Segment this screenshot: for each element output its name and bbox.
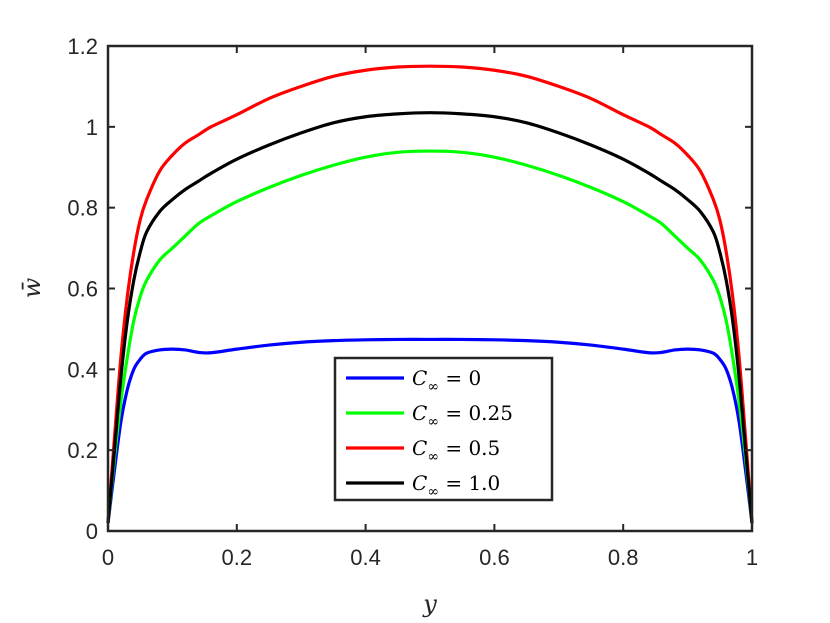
x-axis-ticks: 0 0.2 0.4 0.6 0.8 1 [102,46,758,570]
y-tick-label: 0.2 [67,438,98,463]
y-tick-label: 1 [86,115,98,140]
series-line-0 [106,337,754,524]
x-tick-label: 0 [102,545,114,570]
legend-label: C∞ = 0.5 [412,436,500,465]
legend-box [333,356,554,502]
y-axis-ticks: 0 0.2 0.4 0.6 0.8 1 1.2 [67,34,752,544]
x-tick-label: 0.2 [222,545,253,570]
x-tick-label: 0.4 [350,545,381,570]
y-tick-label: 0.4 [67,357,98,382]
series-line-1 [106,149,754,524]
series-line-3 [106,111,754,524]
x-tick-label: 0.6 [479,545,510,570]
legend-label: C∞ = 0 [412,366,481,395]
y-tick-label: 1.2 [67,34,98,59]
x-tick-label: 0.8 [608,545,639,570]
curves-group [106,64,754,524]
y-tick-label: 0.8 [67,196,98,221]
legend-label: C∞ = 0.25 [412,401,513,430]
legend-label: C∞ = 1.0 [412,471,500,500]
y-axis-label: w̄ [18,277,46,298]
x-axis-label: y [422,590,437,618]
x-tick-label: 1 [746,545,758,570]
y-tick-label: 0.6 [67,277,98,302]
y-tick-label: 0 [86,519,98,544]
series-line-2 [106,64,754,524]
legend: C∞ = 0 C∞ = 0.25 C∞ = 0.5 C∞ = 1.0 [333,356,554,502]
